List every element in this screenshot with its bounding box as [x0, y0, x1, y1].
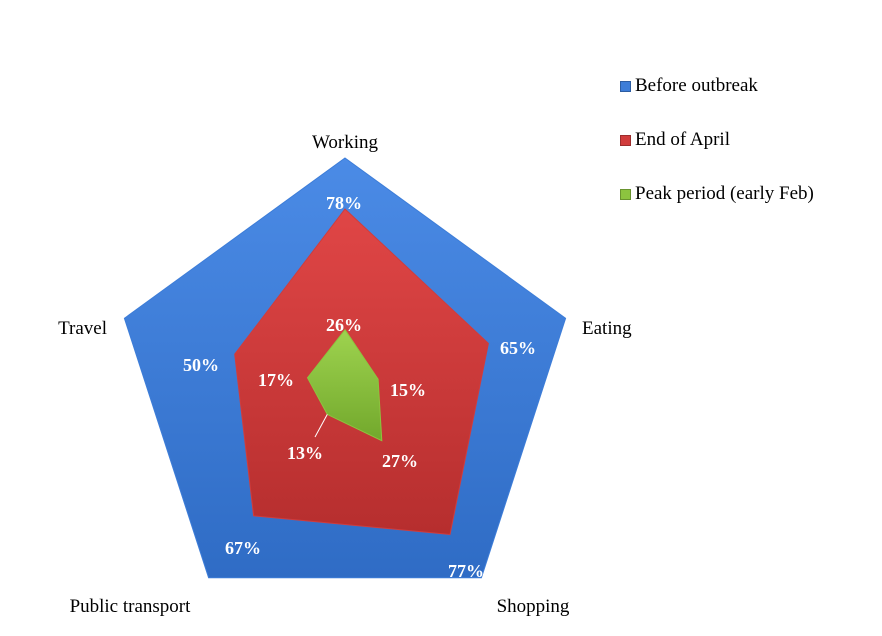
- axis-label-travel: Travel: [58, 318, 107, 339]
- data-label-peak-period-early-feb-working: 26%: [326, 315, 362, 335]
- data-label-end-of-april-eating: 65%: [500, 338, 536, 358]
- leader-line-peak-public-transport: [314, 414, 328, 438]
- data-label-end-of-april-shopping: 77%: [448, 561, 484, 581]
- legend-swatch-peak-period-early-feb: [620, 188, 631, 200]
- axis-label-eating: Eating: [582, 318, 632, 339]
- data-label-peak-period-early-feb-public-transport: 13%: [287, 443, 323, 463]
- label-layer: Working Eating Shopping Public transport Tra…: [58, 132, 632, 617]
- legend-label-before-outbreak: Before outbreak: [635, 75, 758, 96]
- legend-item-peak-period-early-feb: Peak period (early Feb): [620, 182, 814, 206]
- data-label-end-of-april-travel: 50%: [183, 355, 219, 375]
- legend-swatch-end-of-april: [620, 134, 631, 146]
- legend-item-end-of-april: End of April: [620, 128, 814, 152]
- axis-label-public-transport: Public transport: [70, 596, 192, 617]
- axis-label-shopping: Shopping: [497, 596, 570, 617]
- series-peak-period-early-feb-polygon: [306, 328, 383, 442]
- data-label-peak-period-early-feb-travel: 17%: [258, 370, 294, 390]
- legend-label-end-of-april: End of April: [635, 129, 730, 150]
- data-label-end-of-april-working: 78%: [326, 193, 362, 213]
- axis-label-working: Working: [312, 132, 379, 153]
- legend-swatch-before-outbreak: [620, 80, 631, 92]
- data-label-peak-period-early-feb-eating: 15%: [390, 380, 426, 400]
- legend: Before outbreak End of April Peak period (…: [620, 74, 814, 236]
- legend-label-peak-period-early-feb: Peak period (early Feb): [635, 183, 814, 204]
- series-layer: [123, 157, 567, 579]
- data-label-end-of-april-public-transport: 67%: [225, 538, 261, 558]
- legend-item-before-outbreak: Before outbreak: [620, 74, 814, 98]
- data-label-peak-period-early-feb-shopping: 27%: [382, 451, 418, 471]
